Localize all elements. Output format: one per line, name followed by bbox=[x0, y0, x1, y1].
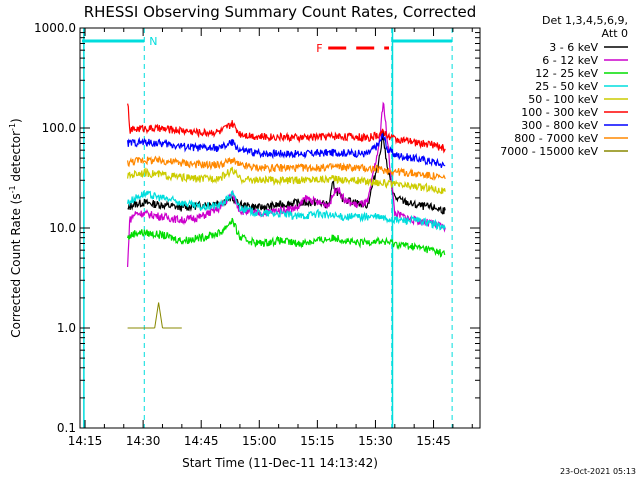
legend-label-0: 3 - 6 keV bbox=[549, 41, 598, 54]
y-axis-label-sup-1: -1 bbox=[8, 185, 17, 193]
y-tick-label-2: 10.0 bbox=[49, 221, 76, 235]
y-tick-label-1: 1.0 bbox=[57, 321, 76, 335]
legend-header-2: Att 0 bbox=[602, 27, 628, 40]
annotation-f: F bbox=[316, 42, 322, 55]
annotation-n: N bbox=[149, 35, 157, 48]
legend-label-8: 7000 - 15000 keV bbox=[500, 145, 598, 158]
y-tick-label-3: 100.0 bbox=[42, 121, 76, 135]
x-axis: 14:15 14:30 14:45 15:00 15:15 15:30 15:45 bbox=[68, 28, 473, 448]
legend-label-5: 100 - 300 keV bbox=[521, 106, 598, 119]
y-axis: 0.1 1.0 10.0 100.0 1000.0 bbox=[34, 21, 480, 435]
series-line-5 bbox=[127, 103, 446, 154]
y-axis-label-part-3: ) bbox=[9, 118, 23, 123]
x-tick-label-4: 15:15 bbox=[300, 434, 335, 448]
x-tick-label-3: 15:00 bbox=[242, 434, 277, 448]
x-tick-label-6: 15:45 bbox=[416, 434, 451, 448]
y-tick-label-0: 0.1 bbox=[57, 421, 76, 435]
series-group bbox=[82, 28, 453, 428]
legend-label-3: 25 - 50 keV bbox=[535, 80, 598, 93]
x-tick-label-1: 14:30 bbox=[126, 434, 161, 448]
series-line-7 bbox=[127, 155, 446, 181]
y-axis-label-sup-2: -1 bbox=[8, 123, 17, 131]
y-axis-label-part-1: Corrected Count Rate (s bbox=[9, 193, 23, 337]
plot-area bbox=[82, 28, 453, 428]
legend-label-1: 6 - 12 keV bbox=[542, 54, 598, 67]
chart-title: RHESSI Observing Summary Count Rates, Co… bbox=[84, 3, 477, 21]
x-tick-label-5: 15:30 bbox=[358, 434, 393, 448]
series-line-2 bbox=[127, 217, 446, 258]
legend-header-1: Det 1,3,4,5,6,9, bbox=[542, 14, 628, 27]
y-axis-label-part-2: detector bbox=[9, 131, 23, 186]
plot-frame bbox=[79, 27, 481, 429]
generation-timestamp: 23-Oct-2021 05:13 bbox=[560, 467, 636, 476]
x-tick-label-0: 14:15 bbox=[68, 434, 103, 448]
y-tick-label-4: 1000.0 bbox=[34, 21, 76, 35]
legend-label-6: 300 - 800 keV bbox=[521, 119, 598, 132]
legend-label-7: 800 - 7000 keV bbox=[514, 132, 598, 145]
legend-label-2: 12 - 25 keV bbox=[535, 67, 598, 80]
y-axis-label: Corrected Count Rate (s-1 detector-1) bbox=[8, 118, 23, 337]
series-line-4 bbox=[127, 166, 446, 195]
series-line-1 bbox=[127, 101, 446, 268]
series-line-8 bbox=[127, 302, 182, 329]
x-tick-label-2: 14:45 bbox=[184, 434, 219, 448]
x-axis-label: Start Time (11-Dec-11 14:13:42) bbox=[182, 456, 378, 470]
series-line-6 bbox=[127, 132, 446, 168]
legend-label-4: 50 - 100 keV bbox=[528, 93, 598, 106]
series-line-3 bbox=[127, 189, 446, 231]
